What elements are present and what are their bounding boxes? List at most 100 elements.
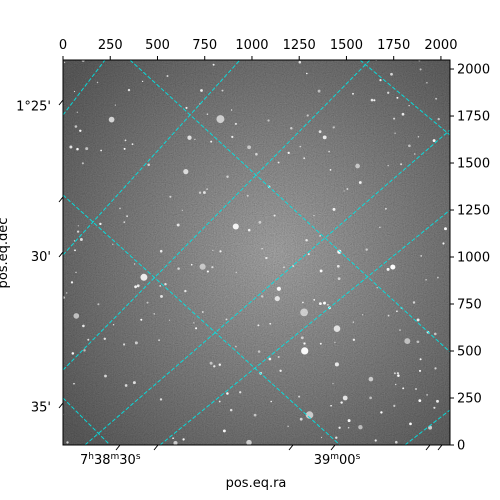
right-tick-label: 1000 xyxy=(457,251,490,266)
star xyxy=(127,88,131,92)
star xyxy=(140,273,148,281)
star xyxy=(287,425,289,427)
star xyxy=(418,399,422,402)
star xyxy=(83,349,86,352)
star xyxy=(409,422,412,426)
star xyxy=(200,89,203,92)
star xyxy=(212,63,215,66)
star xyxy=(69,145,73,149)
star xyxy=(420,255,422,257)
star xyxy=(206,270,209,273)
star xyxy=(442,242,445,245)
star xyxy=(112,324,115,326)
star xyxy=(335,436,338,439)
star xyxy=(291,264,295,268)
star xyxy=(328,150,330,153)
star xyxy=(253,413,257,417)
bottom-tick xyxy=(437,444,443,451)
right-tick-label: 0 xyxy=(457,439,465,454)
star xyxy=(433,406,436,409)
star xyxy=(329,169,332,171)
star xyxy=(257,350,261,353)
star xyxy=(302,301,304,304)
star xyxy=(352,92,354,95)
star xyxy=(74,125,78,128)
star xyxy=(300,336,304,340)
star xyxy=(235,345,237,348)
star xyxy=(85,147,89,151)
star xyxy=(270,400,273,403)
dec-tick-label: 30' xyxy=(31,250,51,265)
star xyxy=(374,439,377,442)
star xyxy=(399,329,401,331)
star xyxy=(194,138,196,141)
top-tick-label: 1750 xyxy=(377,38,410,53)
star xyxy=(193,322,195,324)
right-tick-label: 1500 xyxy=(457,157,490,172)
star xyxy=(334,341,336,344)
left-world-axis: 1°25' 30' 35' xyxy=(16,100,64,415)
star xyxy=(76,147,79,151)
star xyxy=(181,209,184,211)
star xyxy=(419,68,422,71)
star xyxy=(290,126,293,130)
star xyxy=(277,355,280,359)
star xyxy=(368,376,374,382)
dec-tick-label: 35' xyxy=(31,400,51,415)
star xyxy=(279,369,282,372)
star xyxy=(400,163,403,166)
star xyxy=(330,404,332,407)
star xyxy=(414,153,416,155)
right-tick-label: 1750 xyxy=(457,110,490,125)
grid-line xyxy=(84,129,450,445)
star xyxy=(126,215,129,218)
right-tick-label: 250 xyxy=(457,392,482,407)
star xyxy=(239,391,242,394)
star xyxy=(355,163,360,169)
star xyxy=(132,381,136,385)
star xyxy=(160,294,163,298)
star xyxy=(134,263,136,265)
star xyxy=(124,384,128,387)
star xyxy=(261,248,263,250)
top-pixel-axis: 0 250 500 750 1000 1250 1500 1750 2000 xyxy=(59,38,457,60)
star xyxy=(307,253,310,256)
star xyxy=(379,226,381,228)
star xyxy=(212,249,214,252)
star xyxy=(306,72,308,75)
star xyxy=(347,426,350,429)
star xyxy=(134,285,138,289)
top-tick-label: 1500 xyxy=(330,38,363,53)
top-tick-label: 0 xyxy=(59,38,67,53)
star xyxy=(277,161,280,164)
star xyxy=(73,90,76,93)
x-axis-title: pos.eq.ra xyxy=(226,476,287,491)
star xyxy=(417,136,420,138)
star xyxy=(234,122,237,125)
star xyxy=(301,347,309,355)
star xyxy=(131,143,134,146)
star xyxy=(416,318,420,322)
star xyxy=(415,388,417,390)
star xyxy=(265,256,268,260)
star xyxy=(65,292,68,294)
star xyxy=(332,382,334,385)
star xyxy=(169,195,172,198)
star xyxy=(164,282,167,286)
star xyxy=(123,147,126,150)
star xyxy=(369,396,372,400)
star xyxy=(376,287,378,289)
star xyxy=(257,324,260,327)
star xyxy=(176,223,180,227)
star xyxy=(322,135,327,140)
top-tick-label: 750 xyxy=(192,38,217,53)
bottom-tick xyxy=(288,444,294,451)
star xyxy=(201,311,204,313)
star xyxy=(213,365,216,368)
star xyxy=(199,263,206,270)
star xyxy=(173,440,178,445)
star xyxy=(258,220,262,224)
star xyxy=(134,341,138,345)
star xyxy=(299,145,302,148)
star xyxy=(373,99,376,102)
